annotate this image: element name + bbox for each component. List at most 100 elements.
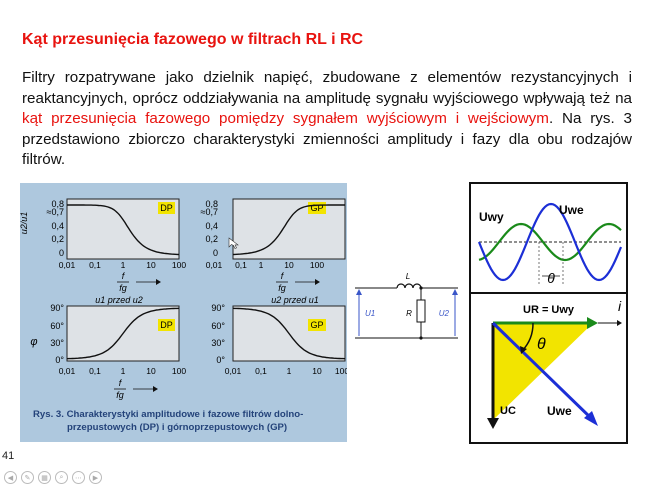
xlabel-den: fg: [119, 283, 127, 293]
gp-phase-note: u2 przed u1: [271, 295, 319, 305]
xtick: 100: [310, 260, 324, 270]
x-arrow-head: [315, 279, 320, 285]
dp-phase-badge: [158, 319, 175, 331]
xlabel-num: f: [281, 271, 285, 281]
top-x-axis: 0,01 0,1 1 10 100 0,01 0,1 1 10 100 f fg…: [59, 260, 325, 293]
gp-phase-curve: [232, 307, 346, 360]
xlabel-num: f: [119, 378, 123, 388]
gp-badge-label: GP: [310, 203, 323, 213]
ytick: 0,8: [51, 199, 64, 209]
slides-grid-icon[interactable]: ▦: [38, 471, 51, 484]
phasor-svg: Uwy Uwe θ UR = Uwy i θ UC Uwe: [471, 202, 626, 429]
dp-amplitude-plot: u2/u1 0,8 ≈0,7 0,4 0,2 0 DP: [19, 198, 180, 260]
xtick: 10: [312, 366, 322, 376]
filter-characteristics-figure: u2/u1 0,8 ≈0,7 0,4 0,2 0 DP 0,8 ≈0,7 0,4…: [19, 183, 350, 442]
ytick: 30°: [50, 338, 64, 348]
xlabel-den: fg: [278, 283, 286, 293]
xlabel-num: f: [122, 271, 126, 281]
xtick: 1: [121, 366, 126, 376]
ytick: 60°: [50, 321, 64, 331]
uwe-phasor: [491, 321, 595, 422]
characteristics-svg: u2/u1 0,8 ≈0,7 0,4 0,2 0 DP 0,8 ≈0,7 0,4…: [19, 198, 350, 433]
slideshow-toolbar: ◀ ✎ ▦ ⌕ ⋯ ▶: [4, 471, 102, 484]
ytick: 90°: [211, 303, 225, 313]
pen-icon[interactable]: ✎: [21, 471, 34, 484]
xtick: 10: [146, 366, 156, 376]
cursor-icon: [228, 237, 239, 249]
gp-amp-plot-area: [232, 198, 346, 260]
xtick: 10: [146, 260, 156, 270]
u1-arrow-head: [356, 289, 362, 295]
uc-phasor-head: [487, 418, 499, 429]
phase-shift-figure: Uwy Uwe θ UR = Uwy i θ UC Uwe: [469, 182, 628, 444]
xtick: 1: [287, 366, 292, 376]
resistor: [416, 299, 426, 323]
ytick: 0,2: [51, 234, 64, 244]
dp-badge-label: DP: [160, 203, 173, 213]
phasor-theta-label: θ: [537, 336, 546, 353]
dp-badge: [158, 202, 175, 214]
ytick: 0,2: [205, 234, 218, 244]
body-paragraph: Filtry rozpatrywane jako dzielnik napięć…: [22, 68, 632, 171]
ytick: 0: [213, 248, 218, 258]
ytick: 0,4: [205, 221, 218, 231]
dp-amp-curve: [67, 204, 180, 256]
paragraph-text-1: Filtry rozpatrywane jako dzielnik napięć…: [22, 69, 632, 107]
ytick: 0°: [55, 355, 64, 365]
ytick: 0°: [216, 355, 225, 365]
menu-icon[interactable]: ⋯: [72, 471, 85, 484]
dp-phase-note: u1 przed u2: [95, 295, 143, 305]
xtick: 100: [172, 366, 186, 376]
paragraph-highlight: kąt przesunięcia fazowego pomiędzy sygna…: [22, 110, 549, 127]
theta-arc-head: [520, 346, 527, 354]
u2-arrow-head: [452, 289, 458, 295]
gp-phase-badge: [308, 319, 326, 331]
resistor-label: R: [406, 309, 412, 318]
inductor-coil: [396, 283, 422, 289]
gp-amp-curve: [232, 204, 345, 256]
next-slide-icon[interactable]: ▶: [89, 471, 102, 484]
xtick: 0,1: [255, 366, 267, 376]
x-arrow-head: [153, 386, 158, 392]
amp-ylabel: u2/u1: [20, 212, 29, 235]
uwe-wave-label: Uwe: [559, 203, 584, 217]
xtick: 0,1: [89, 366, 101, 376]
input-voltage-label: U1: [365, 309, 375, 318]
page-number: 41: [2, 450, 15, 462]
dp-phase-curve: [66, 307, 180, 360]
inductor-label: L: [406, 272, 410, 281]
gp-amplitude-plot: 0,8 ≈0,7 0,4 0,2 0 GP: [201, 198, 346, 260]
xtick: 0,01: [59, 366, 76, 376]
x-arrow-head: [156, 279, 161, 285]
current-label: i: [618, 298, 622, 314]
ytick: 90°: [50, 303, 64, 313]
phase-ylabel: φ: [30, 336, 37, 348]
input-waveform: [477, 202, 623, 282]
circuit-svg: L R U1 U2: [355, 272, 458, 340]
figure-caption-line2: przepustowych (DP) i górnoprzepustowych …: [67, 422, 287, 433]
output-voltage-label: U2: [439, 309, 450, 318]
rl-circuit-diagram: L R U1 U2: [351, 264, 462, 352]
ur-uwy-label: UR = Uwy: [523, 304, 575, 316]
xtick: 0,01: [59, 260, 76, 270]
ytick: ≈0,7: [201, 207, 218, 217]
xtick: 0,01: [206, 260, 223, 270]
ytick: 0,4: [51, 221, 64, 231]
uwe-phasor-head: [584, 411, 598, 426]
gp-phase-plot: u2 przed u1 90° 60° 30° 0° GP: [211, 295, 346, 365]
uc-label: UC: [500, 405, 516, 417]
bottom-x-axis: 0,01 0,1 1 10 100 0,01 0,1 1 10 100 f fg: [59, 366, 350, 400]
xtick: 100: [172, 260, 186, 270]
xtick: 0,01: [225, 366, 242, 376]
xtick: 0,1: [89, 260, 101, 270]
output-waveform: [478, 222, 622, 262]
ytick: 60°: [211, 321, 225, 331]
dp-phase-badge-label: DP: [160, 320, 173, 330]
zoom-icon[interactable]: ⌕: [55, 471, 68, 484]
xtick: 0,1: [235, 260, 247, 270]
previous-slide-icon[interactable]: ◀: [4, 471, 17, 484]
ur-phasor-head: [587, 317, 598, 329]
dp-phase-plot: u1 przed u2 φ 90° 60° 30° 0° DP: [30, 295, 180, 365]
slide-title: Kąt przesunięcia fazowego w filtrach RL …: [22, 31, 364, 48]
xlabel-den: fg: [116, 390, 124, 400]
